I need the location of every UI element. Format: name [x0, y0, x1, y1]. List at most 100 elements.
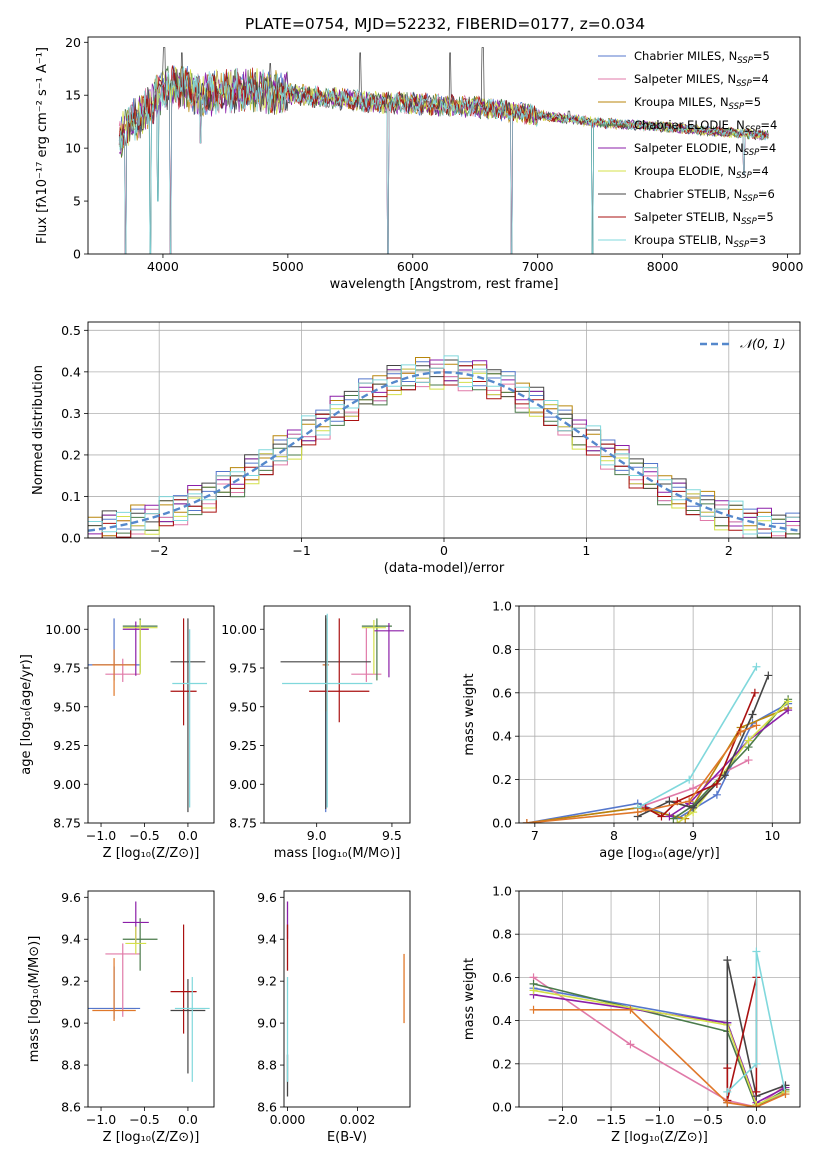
age-vs-z-panel: −1.0 −0.5 0.0 8.75 9.00 9.25 9.50 9.75 10.00 Z [l… [19, 605, 215, 861]
weight-point-marker [522, 819, 531, 823]
y-tick-label: 9.00 [53, 777, 81, 792]
plot-area [286, 901, 405, 1097]
legend-count: =5 [753, 49, 770, 63]
plot-area [88, 355, 800, 538]
legend-subscript: SSP [729, 102, 745, 112]
weight-point-marker [784, 697, 793, 706]
legend-subscript: SSP [742, 194, 758, 204]
x-tick-label: 9.5 [382, 828, 402, 843]
y-tick-label: 9.6 [61, 890, 81, 905]
y-tick-label: 20 [65, 35, 81, 50]
weight-point-marker [626, 1005, 635, 1014]
y-tick-label: 0.4 [61, 364, 81, 379]
y-axis-label: Normed distribution [31, 365, 46, 495]
legend-count: =4 [760, 118, 777, 132]
y-tick-label: 8.8 [61, 1058, 81, 1073]
plot-area [280, 613, 404, 813]
y-tick-label: 1.0 [492, 884, 512, 899]
legend-subscript: SSP [736, 79, 752, 89]
legend-entry: Salpeter MILES, NSSP=4 [634, 72, 769, 89]
histogram-series [88, 365, 800, 538]
weight-point-marker [665, 812, 674, 821]
y-axis-label: Flux [fλ10⁻¹⁷ erg cm⁻² s⁻¹ A⁻¹] [35, 47, 50, 244]
weight-series-line [526, 707, 789, 823]
y-tick-label: 0.0 [492, 1100, 512, 1115]
legend-entry: Kroupa STELIB, NSSP=3 [634, 233, 766, 250]
y-tick-label: 0.6 [492, 970, 512, 985]
plot-area [118, 47, 769, 254]
weight-point-marker [748, 710, 757, 719]
legend-name: Salpeter MILES, N [634, 72, 736, 86]
weight-series-line [726, 959, 786, 1103]
x-axis-label: age [log₁₀(age/yr)] [599, 846, 720, 861]
plot-area [88, 618, 208, 813]
weight-point-marker [723, 1087, 732, 1096]
y-tick-label: 9.2 [257, 974, 277, 989]
weight-series-line [726, 951, 787, 1095]
x-tick-label: 7000 [522, 259, 554, 274]
spectrum-panel: 4000 5000 6000 7000 8000 9000 0 5 10 15 20 waveleng… [35, 35, 803, 292]
y-tick-label: 9.0 [257, 1016, 277, 1031]
legend-name: Chabrier MILES, N [634, 49, 737, 63]
y-tick-label: 9.00 [229, 777, 257, 792]
weight-point-marker [723, 1064, 732, 1073]
legend-entry: Salpeter ELODIE, NSSP=4 [634, 141, 776, 158]
x-tick-label: 10 [764, 828, 780, 843]
normal-legend-label: 𝒩(0, 1) [740, 336, 786, 351]
axes-frame [87, 890, 215, 1108]
y-tick-label: 9.0 [61, 1016, 81, 1031]
weight-point-marker [736, 727, 745, 736]
x-tick-label: −1 [292, 543, 310, 558]
y-tick-label: 9.6 [257, 890, 277, 905]
weight-point-marker [685, 775, 694, 784]
weight-point-marker [764, 671, 773, 680]
y-tick-label: 0.8 [492, 927, 512, 942]
y-tick-label: 0.3 [61, 406, 81, 421]
y-tick-label: 9.75 [229, 661, 257, 676]
x-axis-label: Z [log₁₀(Z/Z⊙)] [103, 1130, 200, 1145]
legend-count: =3 [749, 233, 766, 247]
weight-point-marker [744, 736, 753, 745]
weight-point-marker [723, 1098, 732, 1107]
weight-point-marker [752, 1059, 761, 1068]
spectrum-series-line [118, 65, 769, 254]
plot-area [88, 901, 210, 1082]
grid-lines [519, 605, 800, 824]
x-tick-label: −0.5 [129, 828, 159, 843]
x-axis-label: Z [log₁₀(Z/Z⊙)] [103, 846, 200, 861]
x-tick-label: −1.0 [644, 1112, 674, 1127]
weight-point-marker [712, 779, 721, 788]
x-tick-label: 0 [440, 543, 448, 558]
legend-subscript: SSP [737, 56, 753, 66]
weight-point-marker [673, 819, 682, 823]
weight-point-marker [689, 803, 698, 812]
y-tick-label: 9.4 [61, 932, 81, 947]
y-tick-label: 0.5 [61, 323, 81, 338]
y-tick-label: 1.0 [492, 599, 512, 614]
legend-count: =5 [744, 95, 761, 109]
legend-subscript: SSP [745, 125, 761, 135]
spectrum-series-line [118, 66, 769, 254]
y-tick-label: 0.6 [492, 685, 512, 700]
grid-lines [88, 322, 800, 539]
x-tick-label: 9 [689, 828, 697, 843]
y-tick-label: 0.0 [492, 816, 512, 831]
weight-point-marker [626, 1040, 635, 1049]
weight-point-marker [633, 808, 642, 817]
y-tick-label: 0.0 [61, 531, 81, 546]
axes-frame [283, 890, 411, 1108]
legend-entry: Chabrier ELODIE, NSSP=4 [634, 118, 777, 135]
y-tick-label: 10.00 [221, 622, 257, 637]
y-tick-label: 9.50 [53, 699, 81, 714]
y-tick-label: 9.75 [53, 661, 81, 676]
y-axis-label: mass weight [462, 958, 477, 1040]
y-tick-label: 0 [73, 247, 81, 262]
weight-point-marker [744, 756, 753, 765]
x-tick-label: 4000 [147, 259, 179, 274]
x-tick-label: 0.002 [340, 1112, 376, 1127]
y-tick-label: 9.50 [229, 699, 257, 714]
axes-frame [518, 605, 801, 824]
x-tick-label: 8 [610, 828, 618, 843]
weight-point-marker [752, 1103, 761, 1107]
